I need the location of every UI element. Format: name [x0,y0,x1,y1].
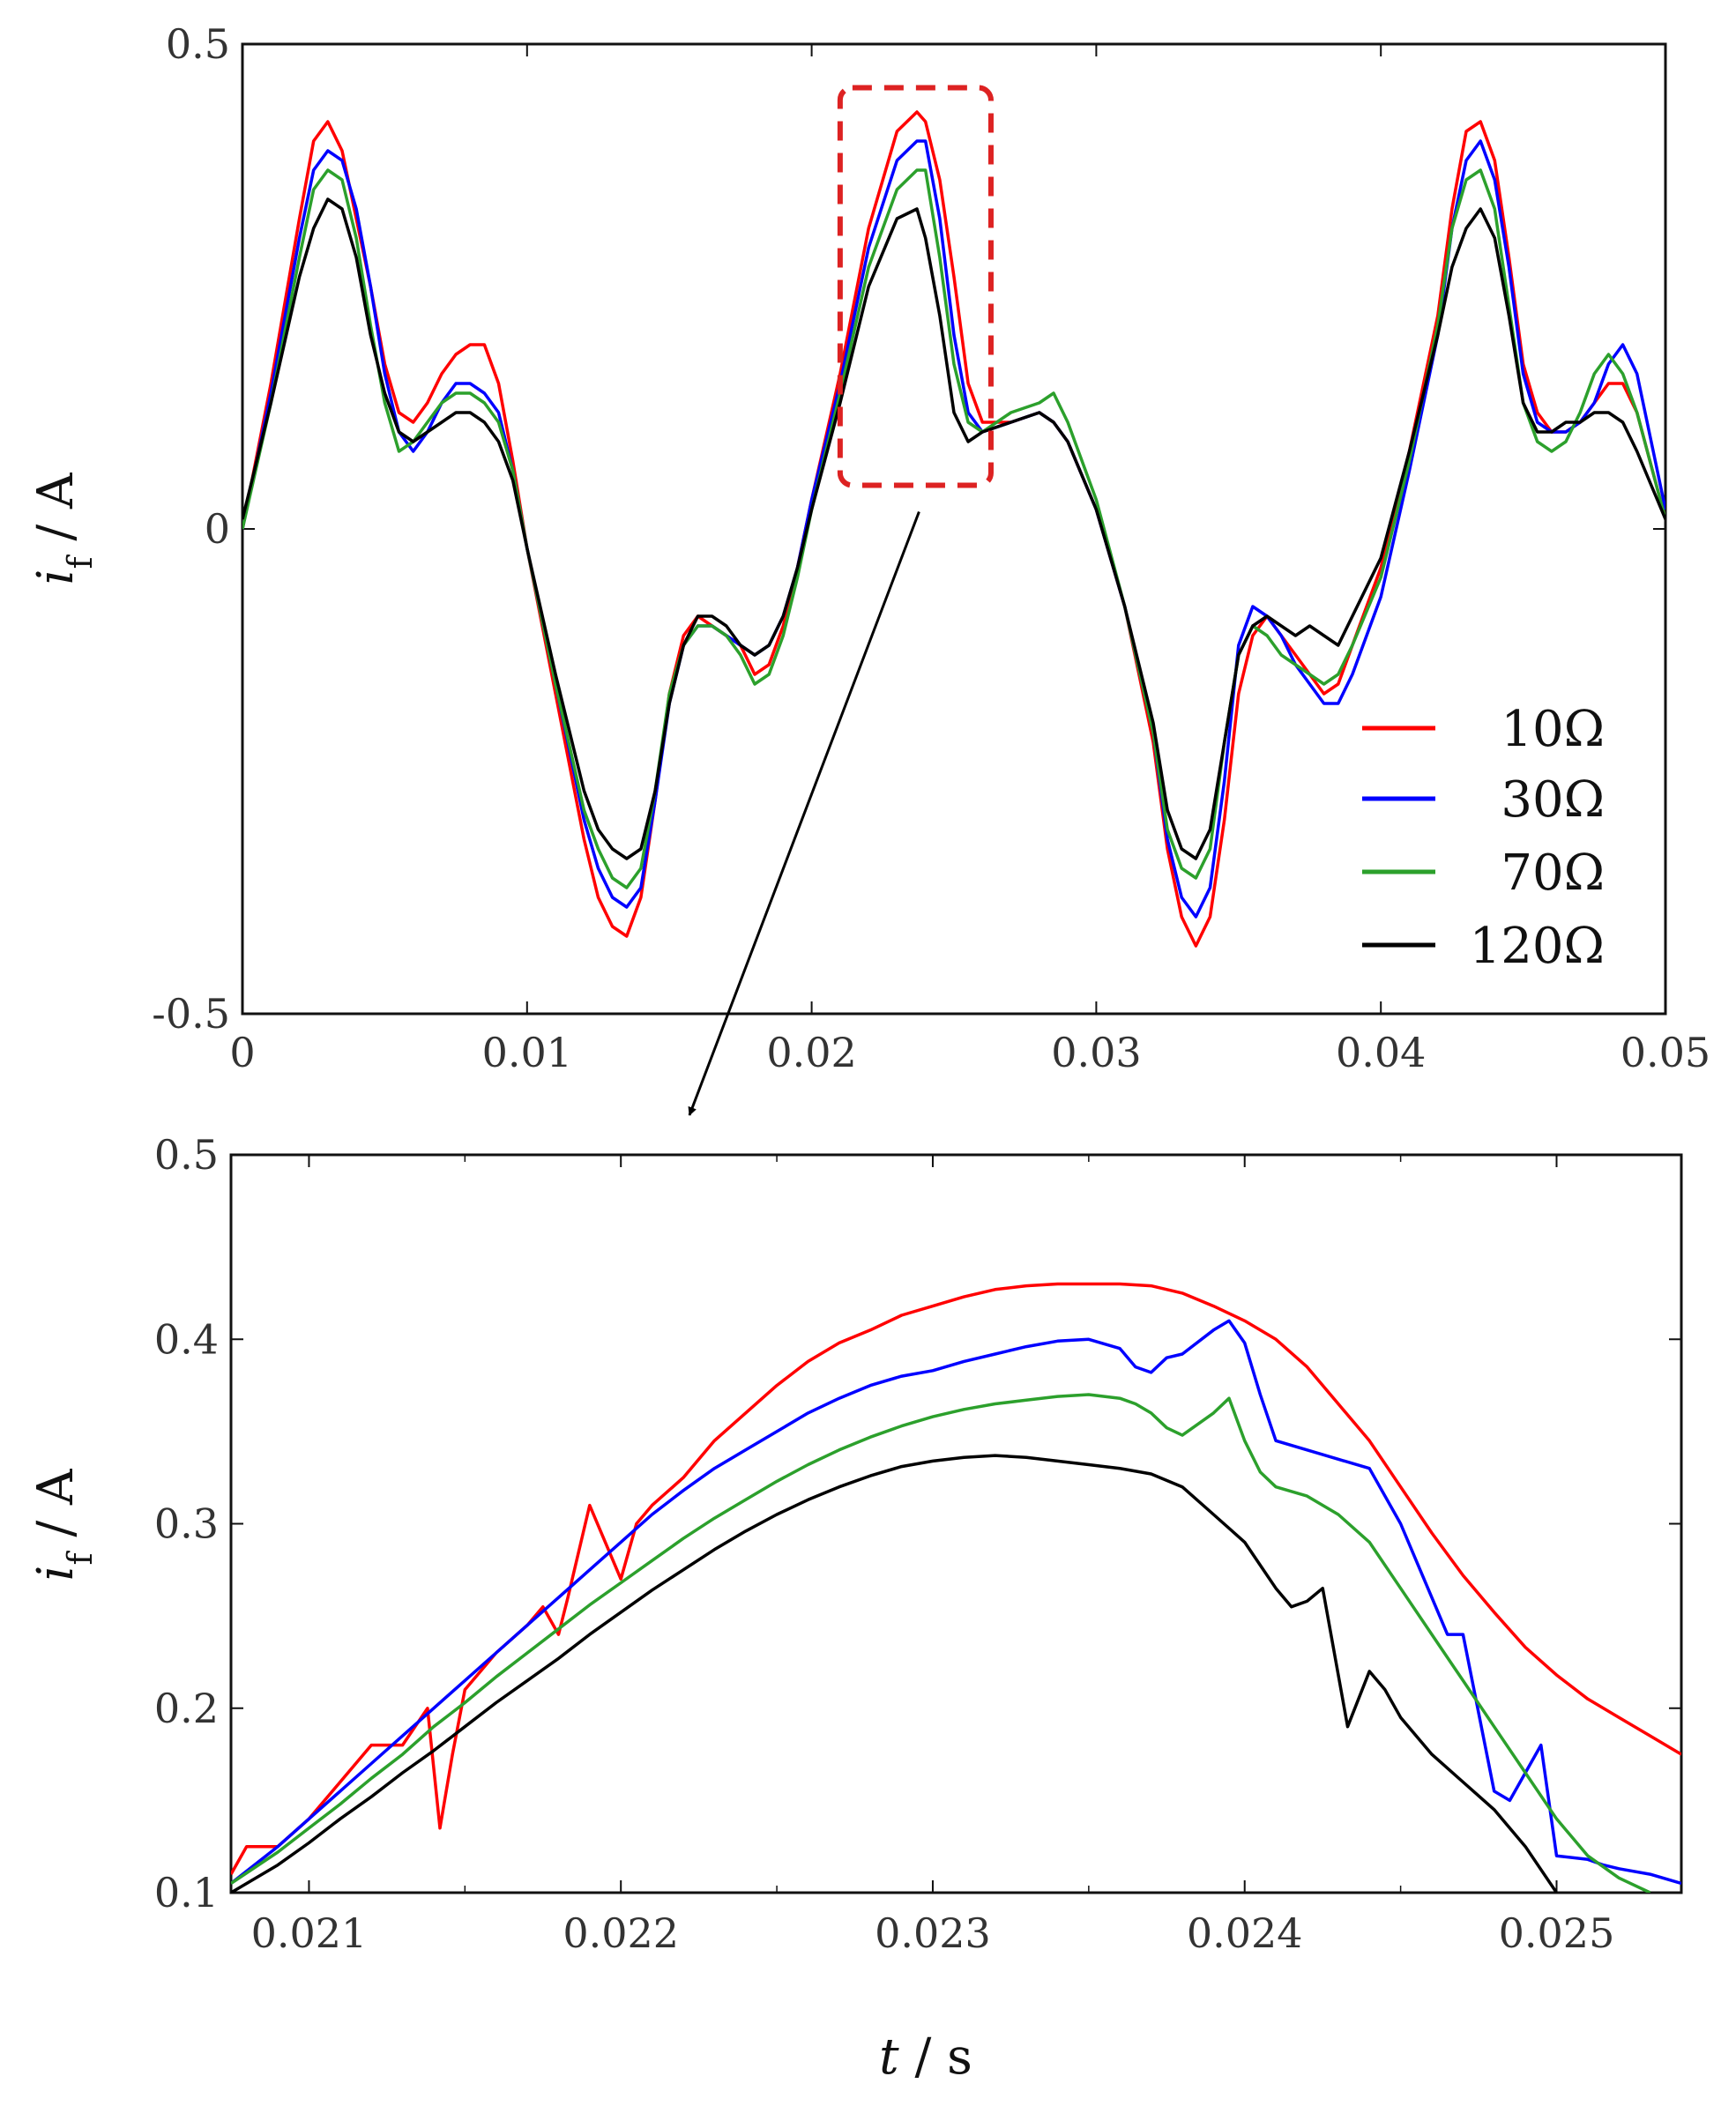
top-y-tick-label: -0.5 [152,990,230,1038]
bottom-y-tick-label: 0.4 [154,1315,219,1363]
bottom-tick-labels: 0.021 0.022 0.023 0.024 0.025 0.1 0.2 0.3 0.4 0.5 [154,1131,1615,1957]
bottom-ylabel-sub: f [61,1551,100,1566]
top-series [242,110,1665,948]
bottom-ylabel-i: i [27,1566,85,1581]
bottom-y-tick-label: 0.5 [154,1131,219,1179]
legend-label-10: 10Ω [1501,701,1605,758]
zoom-box [837,85,994,488]
top-x-tick-label: 0.05 [1621,1029,1710,1076]
bottom-y-tick-label: 0.1 [154,1869,219,1916]
bottom-y-axis-title: if / A [27,1469,100,1581]
legend: 10Ω 30Ω 70Ω 120Ω [1362,701,1605,975]
bottom-plot-area [229,1153,1683,1894]
legend-entry-30: 30Ω [1362,771,1605,829]
legend-entry-120: 120Ω [1362,918,1605,975]
top-ylabel-rest: / A [27,473,85,556]
bottom-series-30 [231,1319,1681,1886]
top-series-120 [242,197,1665,860]
legend-entry-10: 10Ω [1362,701,1605,758]
top-ylabel-i: i [27,569,85,585]
top-x-tick-label: 0.01 [482,1029,572,1076]
bottom-x-tick-label: 0.024 [1187,1909,1303,1957]
legend-entry-70: 70Ω [1362,845,1605,902]
top-x-tick-label: 0.04 [1336,1029,1426,1076]
zoom-arrow [688,510,920,1116]
bottom-y-tick-label: 0.3 [154,1500,219,1548]
top-y-axis-title: if / A [27,473,100,584]
bottom-series-120 [231,1454,1558,1893]
bottom-x-axis-title: t / s [879,2028,972,2086]
bottom-ticks [231,1154,1681,1894]
bottom-series-70 [231,1393,1651,1893]
legend-label-70: 70Ω [1501,845,1605,902]
bottom-x-tick-label: 0.021 [251,1909,368,1957]
top-series-10 [242,110,1665,948]
bottom-xlabel-t: t [879,2028,899,2086]
legend-label-120: 120Ω [1470,918,1605,975]
top-x-tick-label: 0.02 [766,1029,856,1076]
top-ticks [242,43,1666,1015]
legend-label-30: 30Ω [1501,771,1605,829]
top-y-tick-label: 0.5 [166,20,230,68]
bottom-x-tick-label: 0.023 [875,1909,991,1957]
bottom-x-tick-label: 0.025 [1499,1909,1615,1957]
bottom-series [231,1282,1681,1893]
top-ylabel-sub: f [61,554,100,569]
bottom-series-10 [231,1282,1681,1875]
bottom-chart: 0.021 0.022 0.023 0.024 0.025 0.1 0.2 0.3 0.4 0.5… [27,1131,1683,2086]
bottom-ylabel-rest: / A [27,1469,85,1552]
top-plot-area [241,42,1667,1016]
bottom-y-tick-label: 0.2 [154,1685,219,1732]
top-x-tick-label: 0 [229,1029,255,1076]
top-chart: 0 0.01 0.02 0.03 0.04 0.05-0.500.5 if / A 10Ω… [27,20,1710,1116]
bottom-xlabel-rest: / s [899,2028,972,2086]
top-tick-labels: 0 0.01 0.02 0.03 0.04 0.05-0.500.5 [152,20,1710,1076]
bottom-x-tick-label: 0.022 [563,1909,679,1957]
top-y-tick-label: 0 [205,505,230,553]
top-series-70 [242,168,1665,889]
top-x-tick-label: 0.03 [1051,1029,1141,1076]
